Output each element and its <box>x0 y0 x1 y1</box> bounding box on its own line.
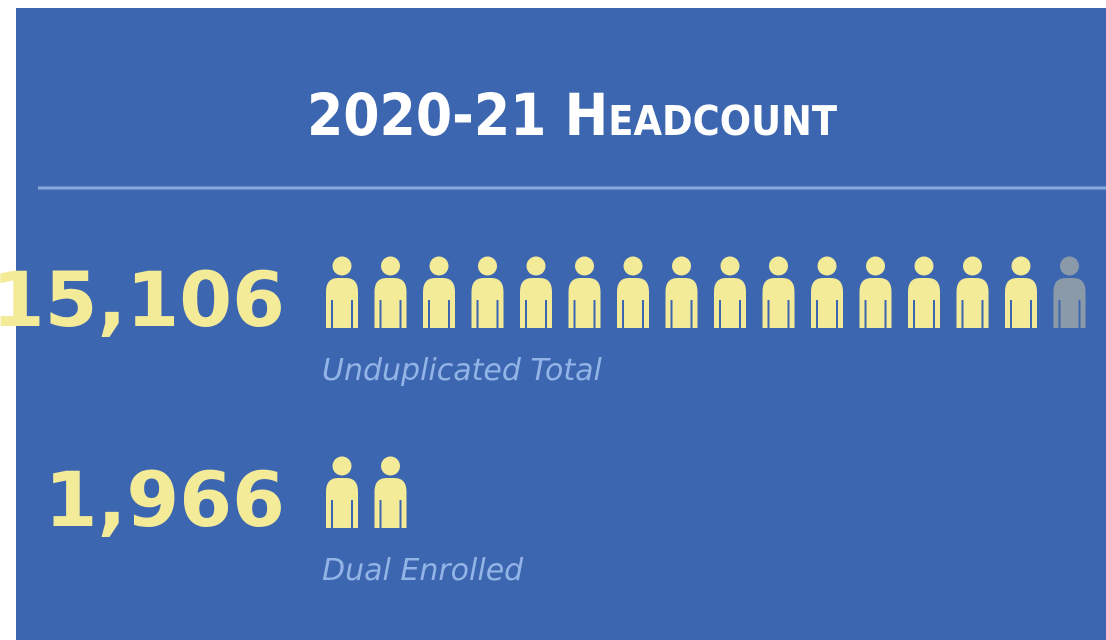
person-icon <box>374 456 407 528</box>
person-icon <box>714 256 746 328</box>
item-label: Dual Enrolled <box>322 553 524 588</box>
value-label: 15,106 <box>0 255 285 344</box>
person-icon <box>811 256 843 328</box>
value-label: 1,966 <box>45 455 285 544</box>
person-icon <box>762 256 795 328</box>
person-icon <box>908 256 940 328</box>
person-icon <box>859 256 892 328</box>
person-icon <box>1005 256 1037 328</box>
person-icon <box>423 256 455 328</box>
person-icon <box>520 256 552 328</box>
person-icon <box>568 256 601 328</box>
person-icon <box>326 456 358 528</box>
person-icon <box>471 256 504 328</box>
item-label: Unduplicated Total <box>322 353 603 388</box>
person-icon <box>617 256 649 328</box>
person-icon <box>374 256 407 328</box>
person-icon <box>665 256 698 328</box>
title: 2020-21 Headcount <box>307 81 837 149</box>
person-icon <box>326 256 358 328</box>
person-icon <box>956 256 989 328</box>
person-icon <box>1053 256 1086 328</box>
